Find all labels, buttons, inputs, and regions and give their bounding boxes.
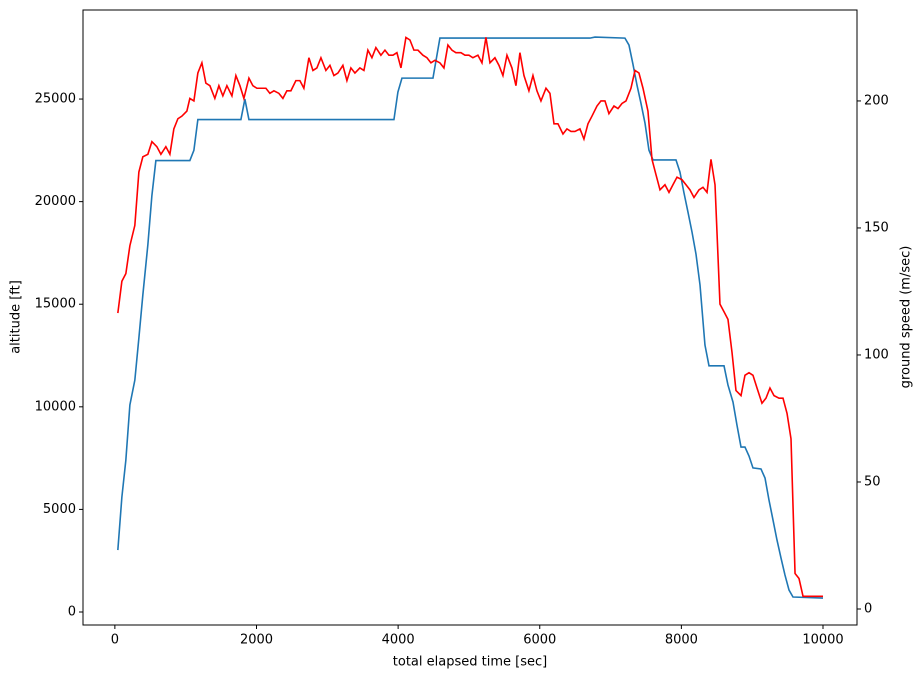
x-axis-label: total elapsed time [sec] — [393, 655, 547, 670]
y-tick-label: 20000 — [35, 194, 76, 209]
x-tick-label: 8000 — [665, 633, 698, 648]
y2-axis-label: ground speed (m/sec) — [899, 246, 914, 389]
y2-tick-label: 150 — [864, 220, 889, 235]
y-tick-label: 5000 — [43, 502, 76, 517]
data-line — [117, 36, 824, 599]
y2-tick-label: 200 — [864, 93, 889, 108]
y-axis-label: altitude [ft] — [9, 280, 24, 354]
y2-tick-label: 0 — [864, 601, 872, 616]
y-tick-label: 15000 — [35, 297, 76, 312]
y-tick-label: 25000 — [35, 92, 76, 107]
x-tick-label: 6000 — [523, 633, 556, 648]
x-tick-label: 10000 — [802, 633, 843, 648]
x-tick-label: 4000 — [382, 633, 415, 648]
y-tick-label: 10000 — [35, 399, 76, 414]
y-tick-label: 0 — [68, 604, 76, 619]
x-tick-label: 2000 — [240, 633, 273, 648]
x-tick-label: 0 — [111, 633, 119, 648]
y2-tick-label: 100 — [864, 347, 889, 362]
data-line — [117, 36, 824, 598]
plot-frame — [82, 9, 858, 626]
y2-tick-label: 50 — [864, 474, 881, 489]
